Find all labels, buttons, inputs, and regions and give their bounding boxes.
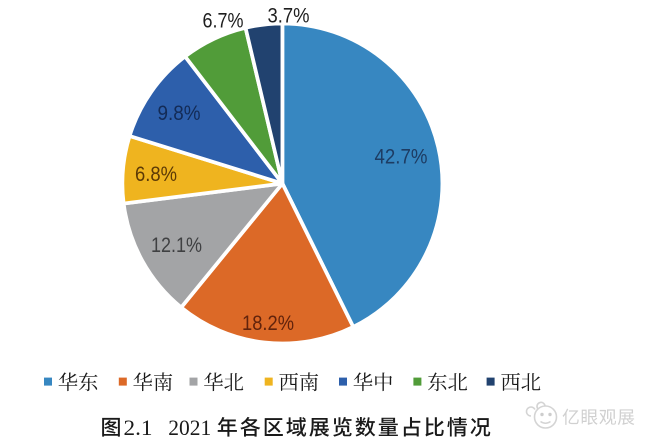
svg-text:3.7%: 3.7% <box>268 5 310 28</box>
svg-text:2021: 2021 <box>168 415 211 440</box>
svg-text:12.1%: 12.1% <box>151 234 202 257</box>
svg-text:18.2%: 18.2% <box>242 312 294 335</box>
svg-text:2.1: 2.1 <box>124 415 153 440</box>
svg-text:9.8%: 9.8% <box>158 102 201 125</box>
svg-text:6.7%: 6.7% <box>203 10 244 33</box>
svg-text:42.7%: 42.7% <box>375 146 428 169</box>
svg-text:6.8%: 6.8% <box>135 163 177 186</box>
